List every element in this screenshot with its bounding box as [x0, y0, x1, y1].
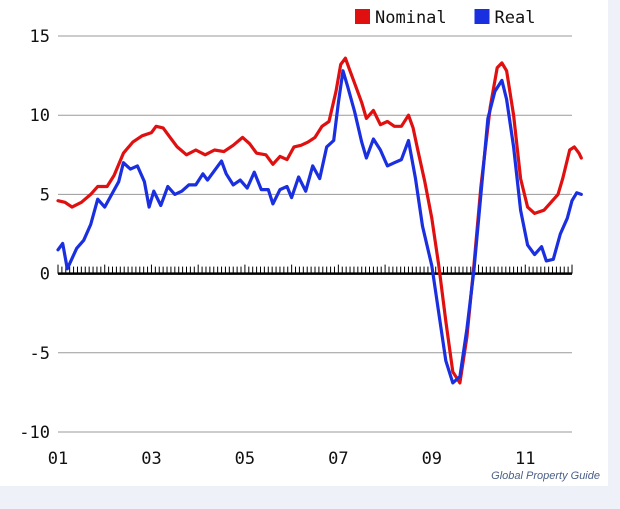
y-tick-label: -5 [30, 344, 50, 364]
y-tick-label: 0 [40, 265, 50, 285]
series-lines [56, 56, 583, 385]
y-tick-label: -10 [19, 423, 50, 443]
grid-lines [58, 35, 572, 433]
x-tick-label: 07 [328, 449, 348, 469]
chart-frame: -10 -5 0 5 10 15 01 03 05 07 09 11 Nominal Real Glo… [0, 0, 608, 486]
y-tick-label: 10 [30, 106, 50, 126]
source-credit: Global Property Guide [491, 470, 600, 482]
x-tick-label: 03 [141, 449, 161, 469]
y-tick-label: 5 [40, 185, 50, 205]
series-line-real [56, 69, 583, 385]
x-tick-label: 05 [235, 449, 255, 469]
x-tick-label: 01 [48, 449, 68, 469]
legend-swatch-nominal [355, 9, 370, 24]
x-tick-labels: 01 03 05 07 09 11 [48, 449, 536, 469]
x-tick-label: 11 [515, 449, 535, 469]
series-line-nominal [56, 56, 583, 385]
legend: Nominal Real [355, 8, 535, 28]
legend-label-nominal: Nominal [375, 8, 447, 28]
legend-label-real: Real [495, 8, 536, 28]
y-tick-labels: -10 -5 0 5 10 15 [19, 27, 50, 443]
legend-swatch-real [474, 9, 490, 24]
zero-axis [57, 264, 573, 275]
y-tick-label: 15 [30, 27, 50, 47]
x-tick-label: 09 [422, 449, 442, 469]
